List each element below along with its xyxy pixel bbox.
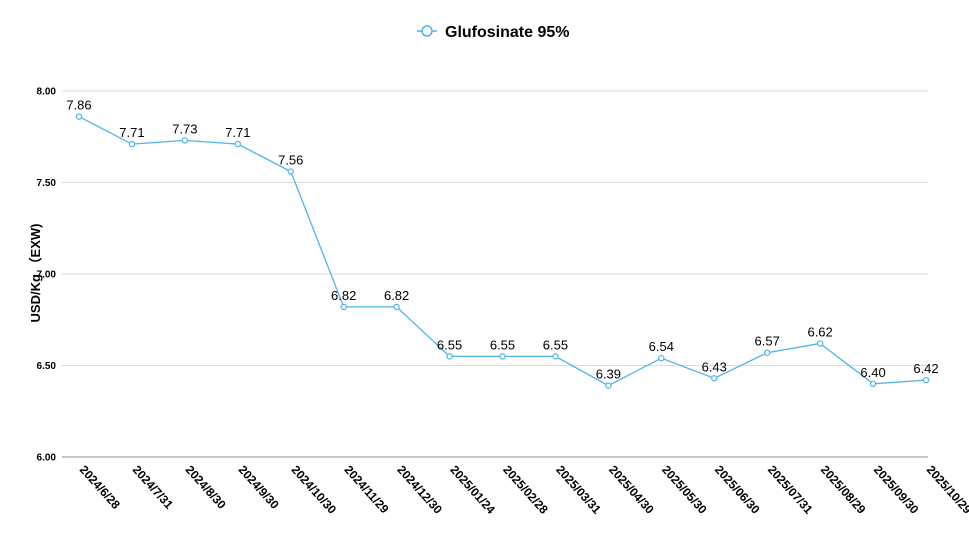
data-label: 6.55 — [490, 337, 515, 352]
x-tick-label: 2025/05/30 — [659, 463, 710, 517]
x-tick-label: 2024/7/31 — [130, 463, 176, 512]
legend-marker-icon — [421, 25, 433, 37]
y-tick-label: 8.00 — [37, 87, 57, 98]
data-point — [181, 137, 189, 144]
data-point — [393, 303, 400, 311]
data-points — [75, 113, 930, 389]
x-tick-labels: 2024/6/28 2024/7/31 2024/8/30 2024/9/30 2024… — [77, 463, 969, 517]
data-point — [552, 353, 559, 360]
y-tick-label: 6.50 — [37, 361, 57, 372]
data-point — [605, 382, 612, 389]
x-tick-label: 2025/03/31 — [553, 463, 604, 517]
x-tick-label: 2024/8/30 — [183, 463, 229, 512]
data-point — [658, 354, 665, 362]
data-label: 6.55 — [437, 337, 462, 352]
data-label: 6.82 — [384, 288, 409, 303]
data-point — [446, 353, 453, 360]
data-point — [869, 380, 877, 387]
data-point — [922, 376, 930, 384]
x-tick-label: 2025/04/30 — [606, 463, 657, 517]
data-point — [816, 340, 824, 347]
data-label: 7.73 — [172, 121, 197, 136]
data-label: 6.40 — [860, 365, 885, 380]
legend: Glufosinate 95% — [417, 24, 569, 41]
data-labels: 7.86 7.71 7.73 7.71 7.56 6.82 6.82 6.55 6.55 6.55… — [66, 98, 938, 382]
data-label: 6.57 — [755, 334, 780, 349]
data-label: 6.54 — [649, 339, 674, 354]
x-tick-label: 2024/10/30 — [289, 463, 340, 517]
y-axis-label: USD/Kg （EXW) — [28, 224, 43, 323]
x-tick-label: 2025/07/31 — [765, 463, 816, 517]
y-tick-labels: 6.00 6.50 7.00 7.50 8.00 — [37, 87, 57, 464]
x-tick-label: 2024/9/30 — [236, 463, 282, 512]
data-label: 7.86 — [66, 98, 91, 113]
legend-label: Glufosinate 95% — [445, 24, 569, 41]
data-label: 7.56 — [278, 153, 303, 168]
data-point — [287, 168, 294, 175]
x-tick-label: 2025/02/28 — [500, 463, 551, 517]
x-tick-label: 2025/09/30 — [871, 463, 922, 517]
x-tick-label: 2025/06/30 — [712, 463, 763, 517]
data-label: 7.71 — [225, 125, 250, 140]
data-label: 6.42 — [913, 361, 938, 376]
data-label: 7.71 — [119, 125, 144, 140]
data-label: 6.43 — [702, 359, 727, 374]
x-tick-label: 2024/11/29 — [341, 463, 391, 517]
x-tick-label: 2024/6/28 — [77, 463, 123, 512]
data-point — [75, 113, 83, 120]
data-point — [711, 375, 718, 382]
data-label: 6.39 — [596, 367, 621, 382]
data-point — [234, 140, 242, 148]
data-label: 6.55 — [543, 337, 568, 352]
data-point — [340, 303, 347, 311]
y-tick-label: 7.50 — [37, 178, 57, 189]
gridlines — [62, 90, 928, 458]
data-point — [499, 353, 506, 360]
y-tick-label: 6.00 — [37, 453, 57, 464]
data-point — [128, 140, 136, 148]
data-label: 6.82 — [331, 288, 356, 303]
x-tick-label: 2025/10/29 — [924, 463, 969, 517]
data-label: 6.62 — [807, 325, 832, 340]
x-tick-label: 2024/12/30 — [394, 463, 445, 517]
y-tick-label: 7.00 — [37, 270, 57, 281]
x-tick-label: 2025/08/29 — [818, 463, 869, 517]
x-tick-label: 2025/01/24 — [447, 463, 498, 517]
data-point — [763, 349, 771, 356]
